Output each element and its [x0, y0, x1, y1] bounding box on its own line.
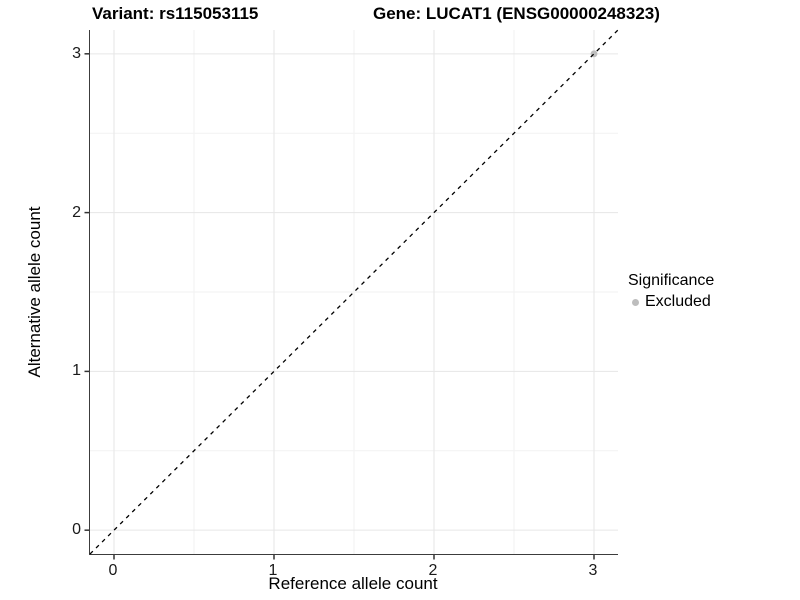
plot-title-variant: Variant: rs115053115 — [92, 4, 259, 23]
legend-key — [628, 295, 642, 309]
y-axis-title: Alternative allele count — [25, 206, 44, 378]
legend-item-label: Excluded — [645, 293, 711, 310]
y-tick-label: 1 — [72, 362, 81, 380]
y-tick-label: 2 — [72, 203, 81, 221]
plot-title-gene: Gene: LUCAT1 (ENSG00000248323) — [373, 4, 660, 23]
x-axis-title: Reference allele count — [268, 574, 438, 593]
legend-item-excluded: Excluded — [628, 293, 793, 311]
y-tick-label: 0 — [72, 521, 81, 539]
x-tick-label: 2 — [428, 562, 438, 579]
legend: Significance Excluded — [628, 271, 793, 311]
x-tick-label: 3 — [588, 562, 598, 579]
x-tick-label: 0 — [108, 562, 118, 579]
plot-panel — [84, 29, 619, 560]
plot-canvas — [84, 29, 619, 560]
legend-title: Significance — [628, 272, 715, 289]
y-tick-label: 3 — [72, 44, 81, 62]
x-tick-label: 1 — [268, 562, 278, 579]
excluded-point-icon — [631, 298, 639, 306]
